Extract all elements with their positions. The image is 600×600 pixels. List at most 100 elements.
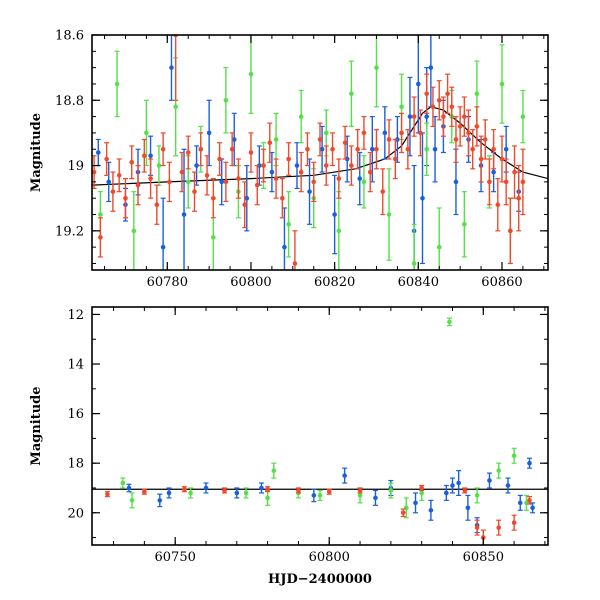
green-point bbox=[496, 468, 502, 473]
green-point bbox=[131, 228, 137, 234]
green-point bbox=[173, 104, 178, 110]
blue-point bbox=[95, 150, 101, 155]
green-point bbox=[273, 137, 279, 142]
top-plot-area bbox=[92, 35, 548, 270]
blue-point bbox=[487, 478, 492, 483]
red-point bbox=[110, 189, 116, 194]
y-tick-label: 18.8 bbox=[55, 94, 84, 109]
red-point bbox=[280, 195, 285, 201]
top-plot-frame bbox=[91, 34, 549, 271]
x-tick-label: 60820 bbox=[314, 275, 355, 290]
red-point bbox=[508, 228, 513, 234]
red-point bbox=[430, 104, 436, 110]
green-series bbox=[120, 317, 529, 519]
red-point bbox=[254, 182, 260, 188]
blue-point bbox=[269, 169, 275, 175]
green-point bbox=[388, 488, 394, 493]
red-point bbox=[457, 124, 463, 129]
blue-point bbox=[294, 163, 300, 168]
red-point bbox=[418, 130, 423, 136]
green-point bbox=[114, 81, 120, 87]
red-point bbox=[142, 489, 147, 494]
red-point bbox=[386, 137, 392, 142]
red-point bbox=[411, 114, 417, 119]
red-point bbox=[400, 510, 406, 516]
green-point bbox=[424, 146, 429, 152]
green-point bbox=[474, 493, 480, 498]
green-point bbox=[286, 222, 291, 227]
red-series bbox=[104, 484, 533, 545]
red-point bbox=[503, 179, 509, 185]
red-point bbox=[405, 146, 411, 152]
x-tick-label: 60800 bbox=[309, 550, 350, 565]
red-point bbox=[380, 189, 386, 194]
blue-point bbox=[420, 195, 425, 201]
blue-point bbox=[357, 176, 363, 181]
green-point bbox=[144, 130, 149, 136]
bottom-plot-frame bbox=[91, 306, 549, 546]
green-point bbox=[243, 490, 249, 496]
red-point bbox=[261, 163, 266, 168]
red-point bbox=[98, 235, 103, 240]
red-point bbox=[449, 104, 455, 110]
top-data-layer bbox=[92, 35, 548, 270]
blue-point bbox=[369, 146, 375, 152]
blue-point bbox=[342, 473, 347, 478]
green-point bbox=[447, 319, 452, 325]
red-series bbox=[92, 35, 526, 270]
green-point bbox=[436, 244, 442, 250]
red-point bbox=[424, 91, 429, 97]
bottom-y-axis-label: Magnitude bbox=[29, 386, 44, 465]
green-point bbox=[98, 212, 103, 217]
red-point bbox=[292, 261, 298, 266]
x-tick-label: 60840 bbox=[398, 275, 439, 290]
blue-point bbox=[148, 153, 153, 159]
blue-point bbox=[234, 490, 240, 496]
blue-point bbox=[307, 189, 312, 194]
red-point bbox=[105, 491, 110, 497]
y-tick-label: 19 bbox=[67, 159, 84, 174]
red-point bbox=[182, 486, 187, 492]
top-panel: 60780 60800 60820 60840 6086018.618.81919.2 … bbox=[29, 29, 549, 290]
red-point bbox=[326, 489, 332, 494]
blue-point bbox=[160, 244, 166, 250]
blue-point bbox=[407, 114, 413, 119]
green-point bbox=[511, 453, 517, 459]
green-point bbox=[248, 71, 254, 77]
green-point bbox=[185, 179, 191, 185]
red-point bbox=[445, 91, 450, 97]
red-point bbox=[305, 146, 310, 152]
y-tick-label: 20 bbox=[67, 506, 84, 521]
top-y-axis-label: Magnitude bbox=[29, 113, 44, 192]
red-point bbox=[474, 124, 480, 129]
red-point bbox=[160, 146, 166, 152]
red-point bbox=[399, 130, 404, 136]
blue-point bbox=[444, 490, 449, 496]
blue-point bbox=[126, 485, 132, 491]
red-point bbox=[267, 140, 273, 146]
green-point bbox=[265, 495, 270, 501]
green-point bbox=[271, 468, 277, 473]
blue-point bbox=[530, 505, 535, 511]
green-point bbox=[411, 261, 417, 266]
x-tick-label: 60800 bbox=[230, 275, 271, 290]
red-point bbox=[217, 156, 222, 162]
blue-point bbox=[503, 146, 509, 152]
blue-point bbox=[282, 244, 287, 250]
blue-point bbox=[527, 460, 532, 466]
blue-point bbox=[231, 137, 237, 142]
red-point bbox=[374, 146, 379, 152]
blue-point bbox=[166, 490, 172, 496]
red-point bbox=[129, 159, 135, 165]
blue-point bbox=[456, 480, 461, 486]
blue-point bbox=[206, 130, 212, 136]
red-point bbox=[198, 146, 204, 152]
red-point bbox=[298, 169, 304, 175]
red-point bbox=[482, 137, 488, 142]
blue-point bbox=[428, 65, 434, 70]
blue-point bbox=[491, 169, 496, 175]
red-point bbox=[286, 156, 291, 162]
blue-point bbox=[311, 493, 317, 498]
bottom-plot-area bbox=[92, 317, 548, 545]
blue-point bbox=[319, 146, 325, 152]
